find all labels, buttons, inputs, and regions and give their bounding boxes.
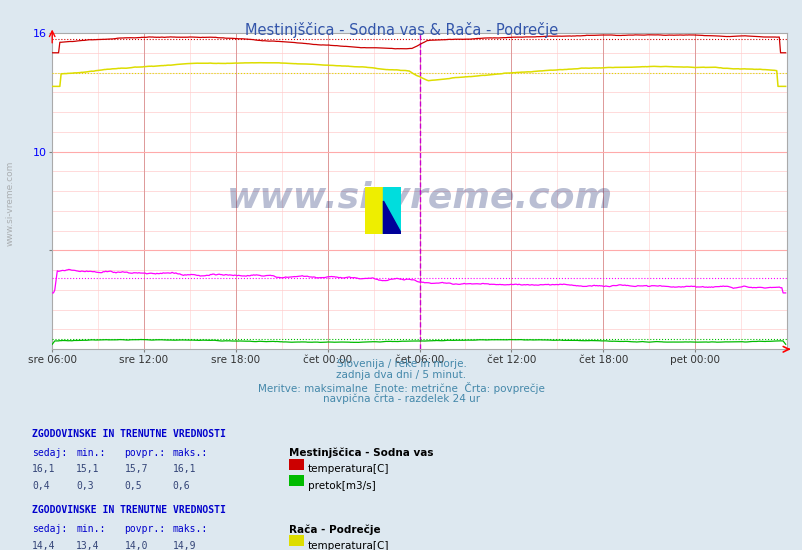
Text: 15,1: 15,1: [76, 464, 99, 474]
Text: sedaj:: sedaj:: [32, 448, 67, 458]
Text: 0,4: 0,4: [32, 481, 50, 491]
Text: navpična črta - razdelek 24 ur: navpična črta - razdelek 24 ur: [322, 393, 480, 404]
Text: maks.:: maks.:: [172, 524, 208, 534]
Text: 0,3: 0,3: [76, 481, 94, 491]
Text: 15,7: 15,7: [124, 464, 148, 474]
Text: Mestinjščica - Sodna vas: Mestinjščica - Sodna vas: [289, 448, 433, 458]
Text: 16,1: 16,1: [32, 464, 55, 474]
Text: 16,1: 16,1: [172, 464, 196, 474]
Text: 0,6: 0,6: [172, 481, 190, 491]
Text: Meritve: maksimalne  Enote: metrične  Črta: povprečje: Meritve: maksimalne Enote: metrične Črta…: [257, 382, 545, 394]
Text: 13,4: 13,4: [76, 541, 99, 550]
Text: Rača - Podrečje: Rača - Podrečje: [289, 524, 380, 535]
Text: ZGODOVINSKE IN TRENUTNE VREDNOSTI: ZGODOVINSKE IN TRENUTNE VREDNOSTI: [32, 429, 225, 439]
Text: Slovenija / reke in morje.: Slovenija / reke in morje.: [336, 359, 466, 369]
Text: temperatura[C]: temperatura[C]: [307, 541, 388, 550]
Text: Mestinjščica - Sodna vas & Rača - Podrečje: Mestinjščica - Sodna vas & Rača - Podreč…: [245, 22, 557, 38]
Polygon shape: [383, 187, 401, 234]
Text: 14,0: 14,0: [124, 541, 148, 550]
Text: min.:: min.:: [76, 524, 106, 534]
Text: povpr.:: povpr.:: [124, 524, 165, 534]
Text: maks.:: maks.:: [172, 448, 208, 458]
Text: pretok[m3/s]: pretok[m3/s]: [307, 481, 375, 491]
Text: povpr.:: povpr.:: [124, 448, 165, 458]
Text: min.:: min.:: [76, 448, 106, 458]
Text: 14,9: 14,9: [172, 541, 196, 550]
Text: zadnja dva dni / 5 minut.: zadnja dva dni / 5 minut.: [336, 370, 466, 380]
Polygon shape: [383, 201, 401, 234]
Text: ZGODOVINSKE IN TRENUTNE VREDNOSTI: ZGODOVINSKE IN TRENUTNE VREDNOSTI: [32, 505, 225, 515]
Text: temperatura[C]: temperatura[C]: [307, 464, 388, 474]
Text: www.si-vreme.com: www.si-vreme.com: [6, 161, 15, 246]
Text: www.si-vreme.com: www.si-vreme.com: [226, 180, 612, 214]
Text: 14,4: 14,4: [32, 541, 55, 550]
Text: 0,5: 0,5: [124, 481, 142, 491]
Text: sedaj:: sedaj:: [32, 524, 67, 534]
